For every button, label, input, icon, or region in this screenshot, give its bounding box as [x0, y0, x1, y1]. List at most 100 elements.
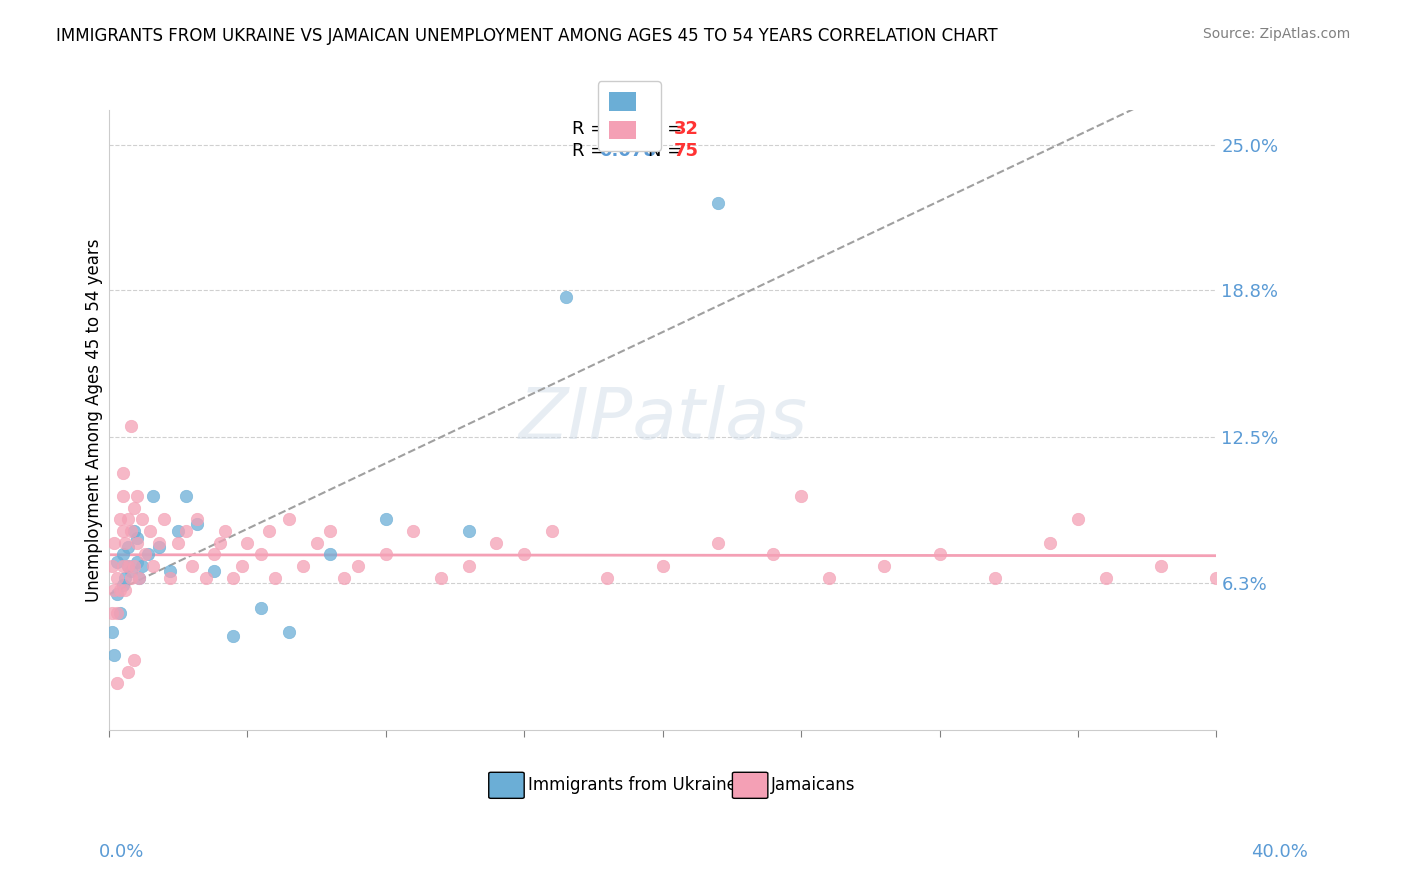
Point	[250, 548, 273, 562]
Point	[111, 548, 134, 562]
Point	[125, 489, 148, 503]
Text: N =: N =	[648, 120, 688, 138]
Point	[114, 571, 136, 585]
Text: 32: 32	[673, 120, 699, 138]
Point	[596, 571, 619, 585]
Point	[117, 512, 139, 526]
Point	[108, 512, 131, 526]
Point	[259, 524, 281, 538]
Point	[120, 418, 142, 433]
Point	[125, 554, 148, 568]
Point	[176, 489, 198, 503]
Point	[122, 559, 145, 574]
Point	[402, 524, 425, 538]
Point	[319, 524, 342, 538]
Point	[114, 582, 136, 597]
Point	[485, 535, 508, 549]
Point	[122, 524, 145, 538]
Text: Source: ZipAtlas.com: Source: ZipAtlas.com	[1202, 27, 1350, 41]
Text: 75: 75	[673, 142, 699, 160]
Point	[513, 548, 536, 562]
Point	[222, 571, 245, 585]
Point	[181, 559, 204, 574]
Point	[1094, 571, 1116, 585]
Point	[103, 535, 125, 549]
Point	[194, 571, 217, 585]
Point	[214, 524, 236, 538]
Point	[136, 548, 159, 562]
Point	[202, 548, 225, 562]
Text: Jamaicans: Jamaicans	[770, 776, 856, 794]
Point	[117, 559, 139, 574]
Point	[374, 548, 396, 562]
Point	[291, 559, 314, 574]
Point	[430, 571, 453, 585]
Point	[1205, 571, 1227, 585]
Point	[122, 500, 145, 515]
Point	[108, 582, 131, 597]
Point	[100, 559, 122, 574]
Point	[167, 535, 190, 549]
Point	[159, 564, 181, 578]
Text: ZIPatlas: ZIPatlas	[519, 385, 807, 454]
Point	[125, 531, 148, 545]
Point	[231, 559, 253, 574]
Text: 40.0%: 40.0%	[1251, 843, 1308, 861]
Point	[120, 524, 142, 538]
Point	[333, 571, 356, 585]
Point	[100, 606, 122, 620]
Point	[117, 665, 139, 679]
Point	[128, 571, 150, 585]
Point	[457, 559, 479, 574]
Point	[142, 559, 165, 574]
Point	[111, 466, 134, 480]
Point	[222, 629, 245, 643]
Point	[134, 548, 156, 562]
Point	[817, 571, 839, 585]
Point	[319, 548, 342, 562]
Point	[1067, 512, 1090, 526]
Point	[374, 512, 396, 526]
Text: IMMIGRANTS FROM UKRAINE VS JAMAICAN UNEMPLOYMENT AMONG AGES 45 TO 54 YEARS CORRE: IMMIGRANTS FROM UKRAINE VS JAMAICAN UNEM…	[56, 27, 998, 45]
Point	[114, 535, 136, 549]
Point	[236, 535, 259, 549]
Point	[305, 535, 328, 549]
Point	[105, 587, 128, 601]
Point	[105, 606, 128, 620]
Point	[202, 564, 225, 578]
Point	[148, 535, 170, 549]
Point	[125, 535, 148, 549]
Point	[122, 653, 145, 667]
Text: 0.431: 0.431	[599, 120, 657, 138]
Text: Immigrants from Ukraine: Immigrants from Ukraine	[527, 776, 737, 794]
Point	[111, 559, 134, 574]
Point	[167, 524, 190, 538]
Text: 0.078: 0.078	[599, 142, 657, 160]
Point	[277, 624, 299, 639]
Point	[111, 524, 134, 538]
Point	[120, 571, 142, 585]
Point	[105, 676, 128, 690]
Point	[541, 524, 564, 538]
Point	[873, 559, 896, 574]
Point	[1150, 559, 1173, 574]
Point	[208, 535, 231, 549]
Point	[142, 489, 165, 503]
Point	[159, 571, 181, 585]
Point	[153, 512, 176, 526]
Point	[457, 524, 479, 538]
Point	[984, 571, 1007, 585]
Point	[111, 578, 134, 592]
Point	[103, 582, 125, 597]
Point	[105, 571, 128, 585]
Point	[105, 554, 128, 568]
Point	[250, 601, 273, 615]
Point	[108, 606, 131, 620]
Point	[762, 548, 785, 562]
Point	[103, 648, 125, 662]
Point	[928, 548, 950, 562]
FancyBboxPatch shape	[733, 772, 768, 798]
Point	[651, 559, 673, 574]
Point	[554, 290, 576, 304]
Point	[117, 559, 139, 574]
